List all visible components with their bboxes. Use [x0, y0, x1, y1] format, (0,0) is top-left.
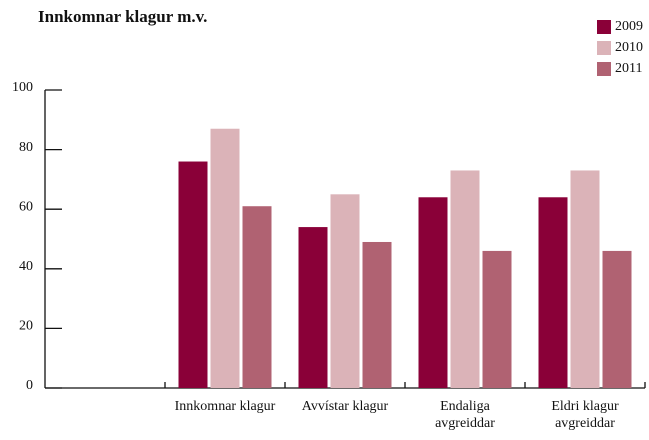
x-tick-label: Innkomnar klagur: [174, 399, 276, 414]
bar: [482, 250, 512, 388]
legend-swatch: [597, 20, 611, 34]
legend-swatch: [597, 62, 611, 76]
bar: [242, 206, 272, 388]
y-tick-label: 100: [12, 80, 33, 95]
bar: [178, 161, 208, 388]
y-tick-label: 40: [19, 259, 33, 274]
y-tick-label: 0: [26, 378, 33, 393]
x-tick-label: Avvístar klagur: [301, 399, 389, 414]
x-tick-label: Endaliga avgreiddar: [435, 399, 495, 431]
bar: [602, 250, 632, 388]
legend-swatch: [597, 41, 611, 55]
y-tick-label: 80: [19, 140, 33, 155]
bar: [298, 227, 328, 388]
bar: [570, 170, 600, 388]
y-tick-label: 20: [19, 319, 33, 334]
bar: [450, 170, 480, 388]
bar: [210, 128, 240, 389]
x-tick-label: Eldri klagur avgreiddar: [551, 399, 619, 431]
bar: [538, 197, 568, 388]
chart-title: Innkomnar klagur m.v.: [38, 7, 207, 26]
bar: [362, 241, 392, 388]
legend-label: 2010: [615, 40, 643, 55]
bar: [330, 194, 360, 388]
legend-label: 2011: [615, 61, 642, 76]
bar: [418, 197, 448, 388]
y-tick-label: 60: [19, 199, 33, 214]
legend-label: 2009: [615, 19, 643, 34]
